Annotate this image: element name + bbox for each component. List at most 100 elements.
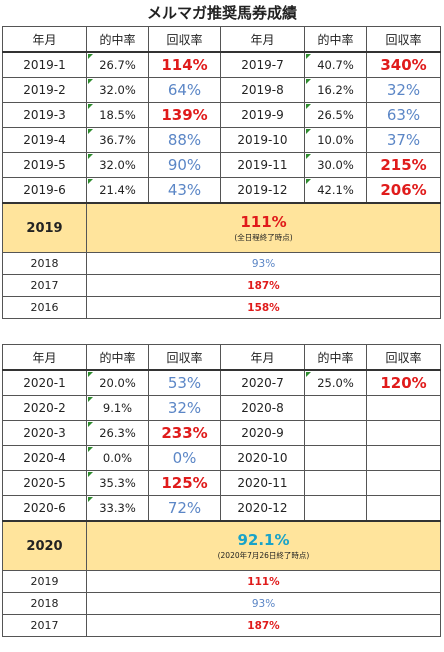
header-return-rate: 回収率	[366, 344, 441, 371]
hit-rate-cell: 18.5%	[86, 102, 149, 128]
hit-rate-cell: 26.7%	[86, 51, 149, 78]
page-title: メルマガ推奨馬券成績	[146, 4, 297, 22]
table-row: 2019-3 18.5% 139% 2019-9 26.5% 63%	[2, 102, 441, 128]
return-rate-cell: 215%	[366, 152, 441, 178]
previous-year-row: 2018 93%	[2, 252, 441, 275]
return-rate-cell: 90%	[148, 152, 221, 178]
table-row: 2020-1 20.0% 53% 2020-7 25.0% 120%	[2, 369, 441, 396]
previous-year-row: 2018 93%	[2, 592, 441, 615]
return-rate-cell: 53%	[148, 369, 221, 396]
month-cell: 2020-11	[220, 470, 305, 496]
table-header-row: 年月 的中率 回収率 年月 的中率 回収率	[2, 26, 441, 53]
table-header-row: 年月 的中率 回収率 年月 的中率 回収率	[2, 344, 441, 371]
table-row: 2020-2 9.1% 32% 2020-8	[2, 395, 441, 421]
hit-rate-cell: 40.7%	[304, 51, 367, 78]
table-row: 2020-6 33.3% 72% 2020-12	[2, 495, 441, 522]
hit-rate-cell: 30.0%	[304, 152, 367, 178]
return-rate-cell: 72%	[148, 495, 221, 522]
previous-year-label: 2017	[2, 274, 87, 297]
results-table-2019: 年月 的中率 回収率 年月 的中率 回収率 2019-1 26.7% 114% 201…	[2, 26, 441, 319]
month-cell: 2019-4	[2, 127, 87, 153]
month-cell: 2020-1	[2, 369, 87, 396]
header-hit-rate: 的中率	[304, 344, 367, 371]
previous-year-label: 2018	[2, 252, 87, 275]
month-cell: 2020-4	[2, 445, 87, 471]
header-month: 年月	[220, 344, 305, 371]
month-cell: 2019-8	[220, 77, 305, 103]
return-rate-cell: 64%	[148, 77, 221, 103]
hit-rate-cell	[304, 470, 367, 496]
header-return-rate: 回収率	[148, 344, 221, 371]
return-rate-cell: 114%	[148, 51, 221, 78]
table-row: 2019-6 21.4% 43% 2019-12 42.1% 206%	[2, 177, 441, 204]
month-cell: 2019-11	[220, 152, 305, 178]
return-rate-cell	[366, 445, 441, 471]
hit-rate-cell: 16.2%	[304, 77, 367, 103]
hit-rate-cell: 25.0%	[304, 369, 367, 396]
hit-rate-cell	[304, 395, 367, 421]
month-cell: 2019-7	[220, 51, 305, 78]
table-row: 2019-1 26.7% 114% 2019-7 40.7% 340%	[2, 51, 441, 78]
year-total-note: (2020年7月26日終了時点)	[217, 550, 310, 560]
previous-year-value: 187%	[86, 274, 441, 297]
return-rate-cell: 0%	[148, 445, 221, 471]
hit-rate-cell	[304, 445, 367, 471]
year-total-value: 111%	[240, 213, 287, 232]
previous-year-value: 158%	[86, 296, 441, 319]
hit-rate-cell: 36.7%	[86, 127, 149, 153]
table-row: 2019-5 32.0% 90% 2019-11 30.0% 215%	[2, 152, 441, 178]
month-cell: 2020-7	[220, 369, 305, 396]
month-cell: 2020-10	[220, 445, 305, 471]
previous-year-label: 2017	[2, 614, 87, 637]
header-hit-rate: 的中率	[86, 344, 149, 371]
header-return-rate: 回収率	[148, 26, 221, 53]
year-label: 2019	[2, 202, 87, 253]
hit-rate-cell: 20.0%	[86, 369, 149, 396]
hit-rate-cell: 26.3%	[86, 420, 149, 446]
return-rate-cell: 88%	[148, 127, 221, 153]
return-rate-cell: 43%	[148, 177, 221, 204]
return-rate-cell: 139%	[148, 102, 221, 128]
return-rate-cell: 37%	[366, 127, 441, 153]
header-hit-rate: 的中率	[304, 26, 367, 53]
header-return-rate: 回収率	[366, 26, 441, 53]
return-rate-cell: 340%	[366, 51, 441, 78]
previous-year-value: 111%	[86, 570, 441, 593]
hit-rate-cell: 26.5%	[304, 102, 367, 128]
header-hit-rate: 的中率	[86, 26, 149, 53]
return-rate-cell: 125%	[148, 470, 221, 496]
month-cell: 2020-12	[220, 495, 305, 522]
previous-year-label: 2018	[2, 592, 87, 615]
hit-rate-cell: 33.3%	[86, 495, 149, 522]
results-table-2020: 年月 的中率 回収率 年月 的中率 回収率 2020-1 20.0% 53% 2020…	[2, 344, 441, 637]
hit-rate-cell: 10.0%	[304, 127, 367, 153]
previous-year-value: 187%	[86, 614, 441, 637]
hit-rate-cell: 35.3%	[86, 470, 149, 496]
month-cell: 2020-6	[2, 495, 87, 522]
table-row: 2020-5 35.3% 125% 2020-11	[2, 470, 441, 496]
return-rate-cell: 206%	[366, 177, 441, 204]
month-cell: 2019-5	[2, 152, 87, 178]
header-month: 年月	[2, 344, 87, 371]
hit-rate-cell: 42.1%	[304, 177, 367, 204]
previous-year-row: 2019 111%	[2, 570, 441, 593]
year-label: 2020	[2, 520, 87, 571]
previous-year-row: 2017 187%	[2, 614, 441, 637]
month-cell: 2019-10	[220, 127, 305, 153]
hit-rate-cell: 21.4%	[86, 177, 149, 204]
month-cell: 2020-5	[2, 470, 87, 496]
month-cell: 2019-2	[2, 77, 87, 103]
year-total-note: (全日程終了時点)	[234, 232, 293, 242]
month-cell: 2019-3	[2, 102, 87, 128]
return-rate-cell: 32%	[148, 395, 221, 421]
table-row: 2020-4 0.0% 0% 2020-10	[2, 445, 441, 471]
month-cell: 2020-8	[220, 395, 305, 421]
previous-year-label: 2019	[2, 570, 87, 593]
year-total: 92.1% (2020年7月26日終了時点)	[86, 520, 441, 571]
month-cell: 2019-1	[2, 51, 87, 78]
header-month: 年月	[2, 26, 87, 53]
year-summary-row: 2020 92.1% (2020年7月26日終了時点)	[2, 520, 441, 571]
return-rate-cell: 32%	[366, 77, 441, 103]
hit-rate-cell: 9.1%	[86, 395, 149, 421]
month-cell: 2020-2	[2, 395, 87, 421]
